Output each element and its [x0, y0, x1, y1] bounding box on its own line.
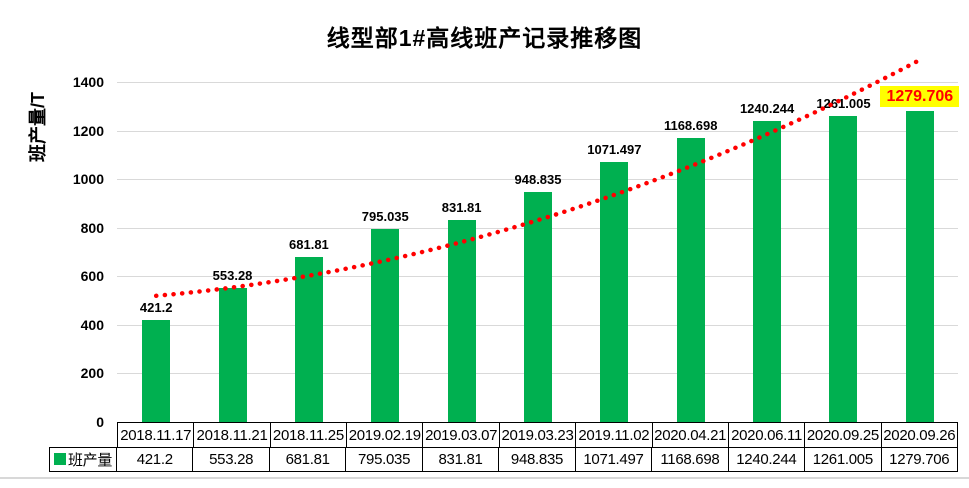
table-value-cell: 1168.698 — [651, 447, 727, 471]
plot-area: 421.2 553.28 681.81 795.035 831.81 948.835 107… — [117, 57, 960, 422]
bar-value-text: 948.835 — [514, 171, 562, 187]
bar — [905, 111, 934, 422]
table-value-cell: 1071.497 — [574, 447, 651, 471]
y-axis-tick-label: 200 — [80, 365, 104, 382]
y-axis-title: 班产量/T — [28, 92, 48, 162]
bar-value-text: 831.81 — [441, 200, 482, 216]
table-category-cell: 2020.09.25 — [804, 423, 880, 447]
bar — [294, 256, 323, 422]
bar — [142, 319, 171, 422]
bar — [753, 121, 782, 422]
table-value-cell: 795.035 — [345, 447, 421, 471]
table-value-cell: 1261.005 — [804, 447, 880, 471]
bar-value-label: 1279.706 — [860, 86, 969, 108]
y-axis-tick-label: 400 — [80, 316, 104, 333]
y-axis-tick-label: 1400 — [72, 74, 104, 91]
table-category-cell: 2020.06.11 — [727, 423, 804, 447]
table-category-cell: 2019.02.19 — [346, 423, 422, 447]
table-category-cell: 2019.11.02 — [575, 423, 651, 447]
gridline — [117, 82, 958, 84]
table-category-cell: 2020.09.26 — [880, 423, 957, 447]
bar-value-text: 1168.698 — [663, 118, 718, 134]
table-category-cell: 2018.11.17 — [120, 426, 192, 444]
bottom-divider — [0, 477, 969, 479]
bar-value-label: 831.81 — [402, 200, 522, 215]
table-category-cell: 2018.11.21 — [193, 423, 269, 447]
table-value-cell: 681.81 — [268, 447, 345, 471]
bar-value-label: 1168.698 — [631, 118, 751, 133]
bar — [600, 161, 629, 422]
bar — [524, 191, 552, 422]
table-value-cell: 1240.244 — [727, 447, 804, 471]
table-category-cell: 2019.03.23 — [498, 423, 575, 447]
bar-value-text: 1279.706 — [880, 86, 960, 108]
legend-key: 班产量 — [50, 448, 116, 471]
bar-value-label: 948.835 — [478, 172, 598, 187]
table-value-cell: 831.81 — [421, 447, 498, 471]
data-table-value-row: 班产量 421.2 553.28 681.81 795.035 831.81 948.835… — [49, 446, 958, 472]
y-axis-tick-label: 600 — [80, 268, 104, 285]
data-table-category-row: 2018.11.17 2018.11.21 2018.11.25 2019.02.19… — [117, 422, 958, 448]
table-category-cell: 2018.11.25 — [269, 423, 346, 447]
table-value-cell: 948.835 — [498, 447, 574, 471]
y-axis-tick-label: 0 — [96, 414, 104, 430]
table-category-cell: 2019.03.07 — [422, 423, 498, 447]
table-value-cell: 421.2 — [116, 447, 192, 471]
bar — [371, 229, 400, 422]
bar-value-label: 421.2 — [96, 300, 216, 315]
bar-value-text: 681.81 — [289, 236, 329, 252]
bar-value-label: 1071.497 — [554, 142, 674, 157]
table-value-cell: 553.28 — [192, 447, 268, 471]
bar — [447, 220, 476, 422]
y-axis-tick-label: 1200 — [72, 122, 104, 139]
bar-value-text: 1071.497 — [587, 141, 642, 157]
legend-label: 班产量 — [67, 451, 113, 469]
bar-value-label: 681.81 — [249, 237, 369, 252]
bar-value-text: 553.28 — [212, 267, 253, 283]
bar-value-text: 421.2 — [139, 299, 173, 315]
bar-value-label: 553.28 — [173, 268, 293, 283]
bar — [218, 287, 247, 422]
bar — [829, 116, 858, 422]
bar — [676, 138, 705, 422]
table-value-cell: 1279.706 — [880, 447, 957, 471]
table-category-cell: 2020.04.21 — [651, 423, 728, 447]
y-axis-tick-label: 800 — [80, 219, 104, 236]
y-axis-tick-label: 1000 — [72, 171, 104, 188]
series-swatch-icon — [53, 453, 66, 465]
chart-title: 线型部1#高线班产记录推移图 — [326, 25, 643, 51]
